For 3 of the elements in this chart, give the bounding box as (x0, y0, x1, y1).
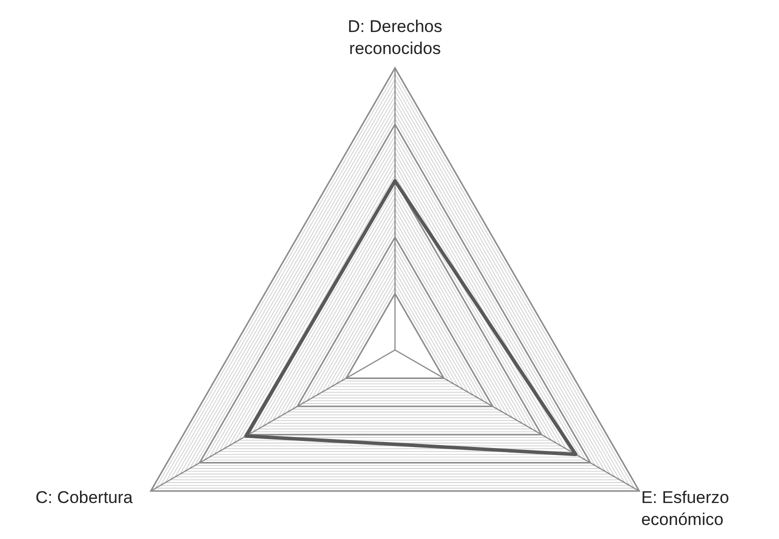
spoke-label: E: Esfuerzo económico (641, 488, 730, 529)
spoke-label: D: Derechos reconocidos (348, 17, 442, 58)
spoke-label: C: Cobertura (35, 488, 134, 507)
